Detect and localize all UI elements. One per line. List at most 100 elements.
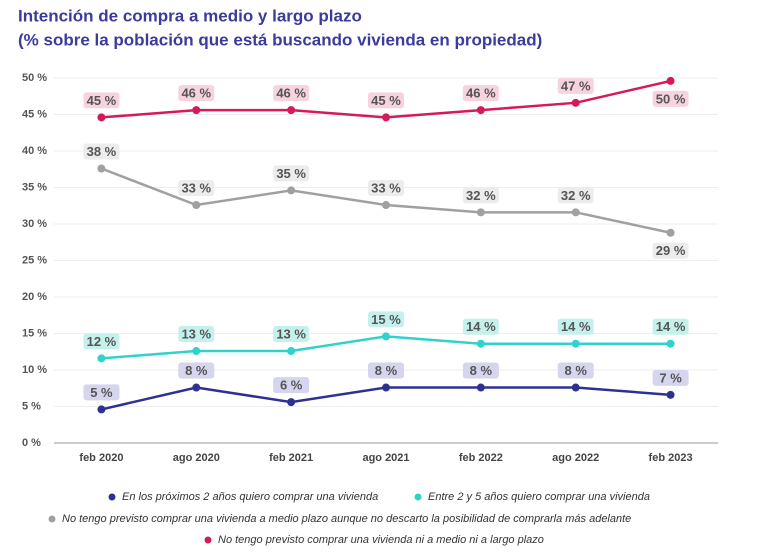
value-label-bg <box>83 384 120 401</box>
legend-marker <box>414 493 422 501</box>
y-tick-label: 15 % <box>22 327 47 339</box>
x-tick-label: ago 2020 <box>173 452 220 464</box>
data-point <box>666 390 675 399</box>
x-tick-label: feb 2022 <box>459 452 503 464</box>
value-label-bg <box>652 369 689 386</box>
data-point <box>571 339 580 348</box>
value-label: 7 % <box>659 370 682 385</box>
value-label-bg <box>652 318 689 335</box>
value-label-bg <box>273 85 310 102</box>
value-label-bg <box>557 77 594 94</box>
data-point <box>192 201 201 210</box>
y-tick-label: 45 % <box>22 108 47 120</box>
x-tick-label: ago 2021 <box>362 452 409 464</box>
value-label-bg <box>557 187 594 204</box>
y-tick-label: 25 % <box>22 254 47 266</box>
value-label: 8 % <box>470 363 493 378</box>
value-label-bg <box>178 326 215 343</box>
value-label-bg <box>368 180 404 197</box>
data-point <box>476 339 485 348</box>
data-point <box>666 76 675 85</box>
value-label-bg <box>462 362 499 379</box>
data-point <box>287 106 296 115</box>
value-label-bg <box>273 165 310 182</box>
value-label-bg <box>178 180 215 197</box>
value-label: 8 % <box>375 363 398 378</box>
data-point <box>287 186 296 195</box>
value-label: 32 % <box>561 188 591 203</box>
value-label: 35 % <box>276 166 306 181</box>
value-label-bg <box>83 143 120 160</box>
y-tick-label: 10 % <box>22 364 47 376</box>
value-label: 14 % <box>656 319 686 334</box>
legend-label: Entre 2 y 5 años quiero comprar una vivi… <box>428 491 650 503</box>
data-point <box>571 383 580 392</box>
value-label: 8 % <box>185 363 208 378</box>
value-label: 12 % <box>87 334 117 349</box>
chart-subtitle: (% sobre la población que está buscando … <box>18 30 542 49</box>
data-point <box>287 398 296 407</box>
value-label: 32 % <box>466 188 496 203</box>
value-label-bg <box>368 92 404 109</box>
value-label-bg <box>462 85 499 102</box>
value-label: 47 % <box>561 78 591 93</box>
data-point <box>382 113 390 122</box>
data-point <box>666 339 675 348</box>
value-label: 13 % <box>276 326 306 341</box>
data-point <box>476 383 485 392</box>
value-label-bg <box>83 333 120 350</box>
value-label-bg <box>368 362 404 379</box>
data-point <box>97 164 106 173</box>
y-tick-label: 30 % <box>22 218 47 230</box>
legend-marker <box>48 515 56 523</box>
value-label-bg <box>368 311 404 328</box>
value-label-bg <box>178 362 215 379</box>
value-label: 5 % <box>90 385 113 400</box>
value-label: 46 % <box>276 86 306 101</box>
value-label: 6 % <box>280 378 303 393</box>
y-tick-label: 50 % <box>22 72 47 84</box>
value-label: 50 % <box>656 91 686 106</box>
data-point <box>97 405 106 414</box>
value-label-bg <box>652 242 689 259</box>
data-point <box>382 332 390 341</box>
data-point <box>192 106 201 115</box>
data-point <box>382 383 390 392</box>
value-label: 33 % <box>371 180 401 195</box>
data-point <box>571 98 580 107</box>
data-point <box>476 106 485 115</box>
value-label-bg <box>83 92 120 109</box>
value-label-bg <box>557 362 594 379</box>
x-tick-label: feb 2023 <box>649 452 693 464</box>
legend-label: En los próximos 2 años quiero comprar un… <box>122 491 378 503</box>
x-tick-label: ago 2022 <box>552 452 599 464</box>
data-point <box>97 113 106 122</box>
value-label-bg <box>652 90 689 107</box>
y-tick-label: 5 % <box>22 400 41 412</box>
legend-label: No tengo previsto comprar una vivienda a… <box>62 513 631 525</box>
value-label-bg <box>462 187 499 204</box>
y-tick-label: 35 % <box>22 181 47 193</box>
x-tick-label: feb 2021 <box>269 452 313 464</box>
value-label: 14 % <box>561 319 591 334</box>
chart-title: Intención de compra a medio y largo plaz… <box>18 6 362 25</box>
value-label-bg <box>462 318 499 335</box>
data-point <box>287 347 296 356</box>
value-label: 38 % <box>87 144 117 159</box>
legend-marker <box>204 536 212 544</box>
value-label: 13 % <box>181 326 211 341</box>
value-label: 45 % <box>87 93 117 108</box>
value-label: 46 % <box>181 86 211 101</box>
data-point <box>476 208 485 217</box>
value-label: 14 % <box>466 319 496 334</box>
value-label-bg <box>273 326 310 343</box>
y-tick-label: 0 % <box>22 437 41 449</box>
value-label: 29 % <box>656 243 686 258</box>
value-label: 45 % <box>371 93 401 108</box>
data-point <box>666 228 675 237</box>
value-label: 15 % <box>371 312 401 327</box>
data-point <box>97 354 106 363</box>
data-point <box>571 208 580 217</box>
y-tick-label: 40 % <box>22 145 47 157</box>
